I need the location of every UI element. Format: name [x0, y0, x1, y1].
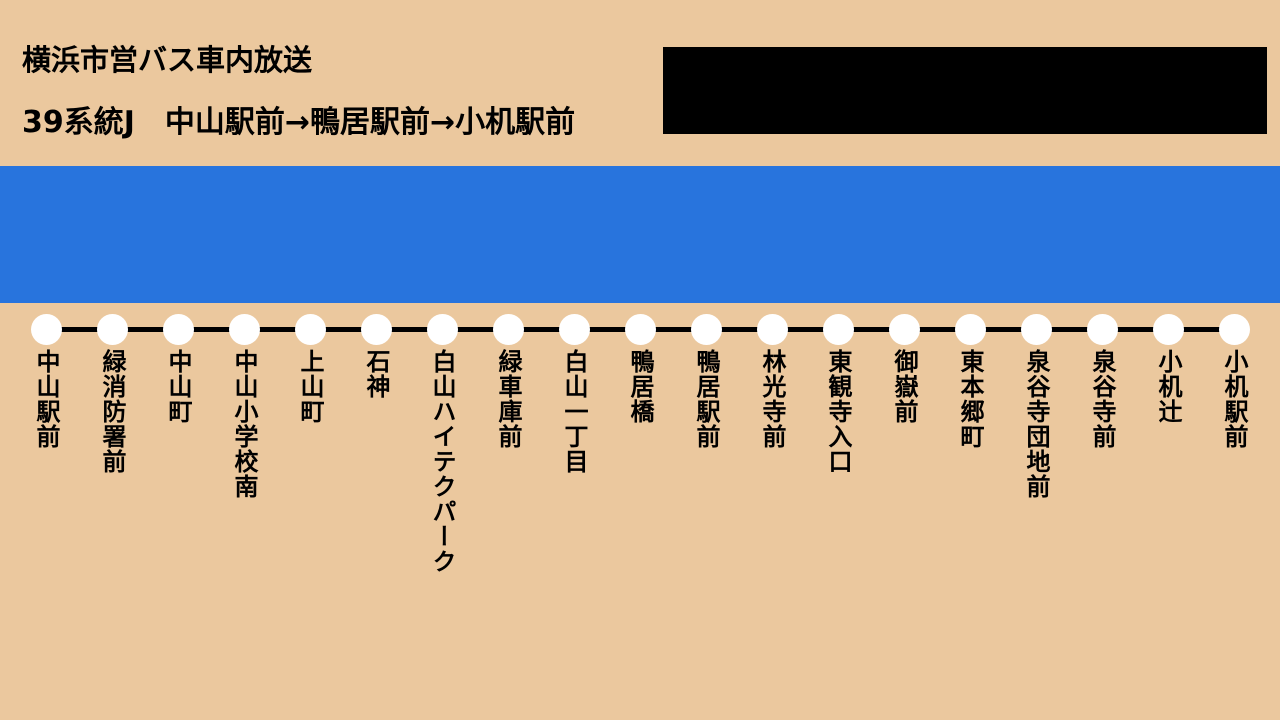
stop-name: 中山駅前 — [32, 349, 60, 449]
stop-name: 泉谷寺団地前 — [1022, 349, 1050, 499]
stop-marker — [888, 314, 920, 345]
stop-name: 緑車庫前 — [494, 349, 522, 449]
bus-stop: 石神 — [351, 314, 401, 399]
stop-marker — [1020, 314, 1052, 345]
stop-marker — [360, 314, 392, 345]
bus-stop: 小机駅前 — [1209, 314, 1259, 449]
stop-marker — [624, 314, 656, 345]
stop-name: 白山一丁目 — [560, 349, 588, 474]
bus-stop: 東本郷町 — [945, 314, 995, 449]
stop-name: 鴨居橋 — [626, 349, 654, 424]
bus-stop: 上山町 — [285, 314, 335, 424]
bus-stop: 泉谷寺団地前 — [1011, 314, 1061, 499]
bus-stop: 中山駅前 — [21, 314, 71, 449]
stop-marker — [228, 314, 260, 345]
bus-stop: 林光寺前 — [747, 314, 797, 449]
stop-marker — [492, 314, 524, 345]
stop-name: 小机駅前 — [1220, 349, 1248, 449]
bus-stop: 白山ハイテクパーク — [417, 314, 467, 574]
stop-marker — [690, 314, 722, 345]
stop-marker — [162, 314, 194, 345]
stop-marker — [756, 314, 788, 345]
stop-name: 中山町 — [164, 349, 192, 424]
stop-name: 御嶽前 — [890, 349, 918, 424]
bus-stop: 鴨居駅前 — [681, 314, 731, 449]
stop-name: 東観寺入口 — [824, 349, 852, 474]
bus-stop: 中山町 — [153, 314, 203, 424]
stop-name: 緑消防署前 — [98, 349, 126, 474]
stop-marker — [1152, 314, 1184, 345]
bus-stop: 緑消防署前 — [87, 314, 137, 474]
display-panel — [663, 47, 1267, 134]
stop-name: 白山ハイテクパーク — [428, 349, 456, 574]
bus-stop: 緑車庫前 — [483, 314, 533, 449]
stop-marker — [954, 314, 986, 345]
bus-stop: 鴨居橋 — [615, 314, 665, 424]
stop-marker — [822, 314, 854, 345]
stop-name: 東本郷町 — [956, 349, 984, 449]
stop-marker — [1218, 314, 1250, 345]
info-band — [0, 166, 1280, 303]
stop-name: 中山小学校南 — [230, 349, 258, 499]
bus-stop: 御嶽前 — [879, 314, 929, 424]
stop-marker — [1086, 314, 1118, 345]
announcement-title: 横浜市営バス車内放送 — [22, 43, 313, 77]
stop-marker — [30, 314, 62, 345]
stop-name: 石神 — [362, 349, 390, 399]
stop-marker — [294, 314, 326, 345]
stop-name: 小机辻 — [1154, 349, 1182, 424]
stop-marker — [558, 314, 590, 345]
stop-name: 鴨居駅前 — [692, 349, 720, 449]
stop-name: 林光寺前 — [758, 349, 786, 449]
stop-marker — [426, 314, 458, 345]
bus-stop: 東観寺入口 — [813, 314, 863, 474]
bus-stop: 泉谷寺前 — [1077, 314, 1127, 449]
stop-name: 泉谷寺前 — [1088, 349, 1116, 449]
stop-marker — [96, 314, 128, 345]
bus-stop: 中山小学校南 — [219, 314, 269, 499]
route-title: 39系統J 中山駅前→鴨居駅前→小机駅前 — [22, 105, 576, 140]
stop-name: 上山町 — [296, 349, 324, 424]
bus-stop: 白山一丁目 — [549, 314, 599, 474]
bus-stop: 小机辻 — [1143, 314, 1193, 424]
